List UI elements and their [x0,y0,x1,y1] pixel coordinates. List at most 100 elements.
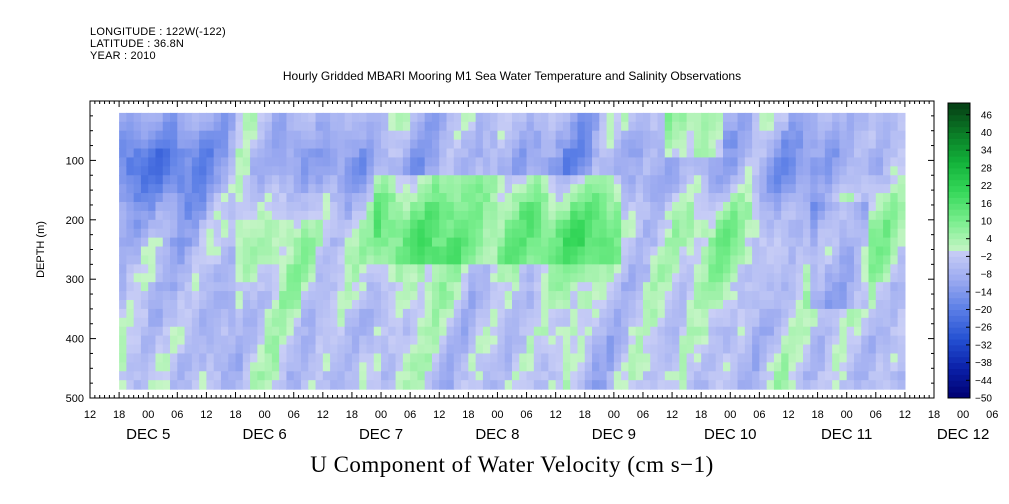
heatmap-cell [126,228,135,239]
heatmap-cell [533,273,542,283]
heatmap-cell [650,184,659,194]
heatmap-cell [308,380,317,390]
heatmap-cell [650,219,659,230]
heatmap-cell [359,210,368,221]
heatmap-cell [606,184,615,194]
heatmap-cell [191,201,200,212]
heatmap-cell [264,371,273,381]
heatmap-cell [148,201,157,212]
heatmap-cell [708,282,717,292]
heatmap-cell [686,130,695,141]
heatmap-cell [693,371,702,381]
heatmap-cell [744,308,753,319]
heatmap-cell [119,246,127,257]
heatmap-cell [293,157,302,167]
heatmap-cell [693,184,702,194]
heatmap-cell [431,371,440,381]
heatmap-cell [599,371,608,381]
heatmap-cell [606,299,615,310]
colorbar-segment [948,392,970,399]
heatmap-cell [672,353,680,363]
heatmap-cell [308,282,317,292]
heatmap-cell [584,246,593,257]
heatmap-cell [482,228,491,239]
heatmap-cell [693,175,702,185]
heatmap-cell [744,299,753,310]
heatmap-cell [337,255,346,265]
heatmap-cell [541,299,549,310]
heatmap-cell [424,380,433,390]
heatmap-cell [810,326,819,337]
heatmap-cell [730,210,739,221]
heatmap-cell [155,148,164,159]
heatmap-cell [475,380,484,390]
heatmap-cell [621,201,630,212]
heatmap-cell [773,273,782,283]
heatmap-cell [177,112,186,123]
heatmap-cell [322,291,331,301]
heatmap-cell [810,148,819,159]
heatmap-cell [199,175,208,185]
heatmap-cell [803,228,811,239]
heatmap-cell [271,344,280,355]
heatmap-cell [315,246,324,257]
heatmap-cell [388,371,397,381]
heatmap-cell [708,219,717,230]
heatmap-cell [635,219,644,230]
heatmap-cell [693,139,702,150]
heatmap-cell [446,237,455,248]
heatmap-cell [803,362,811,372]
heatmap-cell [191,291,200,301]
heatmap-cell [642,264,651,274]
heatmap-cell [686,380,695,390]
heatmap-cell [795,353,804,363]
heatmap-cell [140,175,149,185]
heatmap-cell [264,184,273,194]
heatmap-cell [642,299,651,310]
heatmap-cell [737,246,746,257]
heatmap-cell [381,291,389,301]
heatmap-cell [512,362,520,372]
heatmap-cell [737,371,746,381]
x-tick-label: 18 [229,409,241,421]
colorbar-label: 22 [981,181,993,192]
heatmap-cell [191,130,200,141]
heatmap-cell [897,210,906,221]
heatmap-cell [664,112,673,123]
heatmap-cell [497,246,506,257]
heatmap-cell [803,157,811,167]
heatmap-cell [184,112,193,123]
heatmap-cell [279,157,288,167]
heatmap-cell [191,282,200,292]
heatmap-cell [199,353,208,363]
heatmap-cell [359,237,368,248]
heatmap-cell [424,193,433,203]
heatmap-cell [257,193,266,203]
heatmap-cell [628,166,637,176]
x-tick-label: 18 [462,409,474,421]
heatmap-cell [875,184,884,194]
heatmap-cell [577,201,586,212]
heatmap-cell [206,121,215,132]
heatmap-cell [744,246,753,257]
heatmap-cell [322,175,331,185]
heatmap-cell [635,308,644,319]
heatmap-cell [388,166,397,176]
heatmap-cell [664,237,673,248]
heatmap-cell [664,299,673,310]
heatmap-cell [708,201,717,212]
heatmap-cell [650,255,659,265]
heatmap-cell [781,193,790,203]
heatmap-cell [817,184,826,194]
heatmap-cell [133,273,142,283]
heatmap-cell [388,255,397,265]
heatmap-cell [664,210,673,221]
heatmap-cell [388,219,397,230]
heatmap-cell [897,130,906,141]
heatmap-cell [766,246,775,257]
heatmap-cell [235,148,244,159]
heatmap-cell [890,112,899,123]
heatmap-cell [264,193,273,203]
heatmap-cell [584,264,593,274]
heatmap-cell [126,317,135,328]
